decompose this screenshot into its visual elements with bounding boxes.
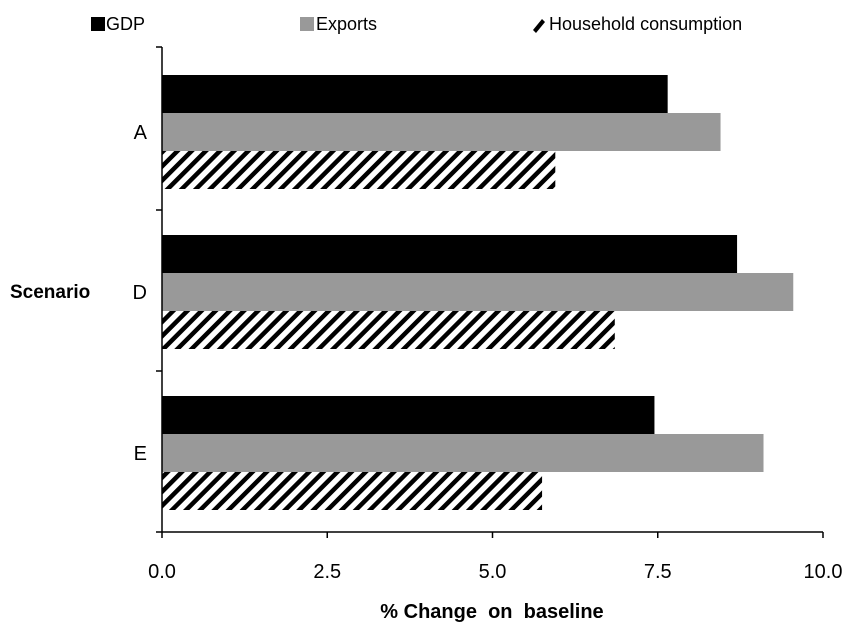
y-category-label-e: E [134,443,147,465]
y-axis-title: Scenario [10,282,90,303]
x-tick-label: 5.0 [479,561,507,583]
bars-group [162,75,794,510]
x-tick-label: 7.5 [644,561,672,583]
x-ticks-group: 0.0 2.5 5.0 7.5 10.0 [148,532,842,583]
legend-label-exports: Exports [316,14,377,34]
legend-label-gdp: GDP [106,14,145,34]
legend-swatch-household-consumption [533,19,545,33]
y-category-label-d: D [133,282,147,304]
bar-a-gdp [162,75,668,113]
bar-a-exports [162,113,721,151]
x-tick-label: 2.5 [313,561,341,583]
bar-e-household-consumption [162,472,543,510]
y-category-label-a: A [134,122,148,144]
x-tick-label: 0.0 [148,561,176,583]
legend-label-household-consumption: Household consumption [549,14,742,34]
bar-a-household-consumption [162,151,556,189]
legend-swatch-gdp [91,17,105,31]
x-axis-title: % Change on baseline [380,601,603,623]
legend: GDP Exports Household consumption [91,14,742,34]
bar-d-household-consumption [162,311,615,349]
bar-e-exports [162,434,764,472]
legend-swatch-exports [300,17,314,31]
bar-d-gdp [162,235,738,273]
bar-e-gdp [162,396,655,434]
bar-d-exports [162,273,794,311]
y-categories-group: A D E [133,46,162,533]
x-tick-label: 10.0 [804,561,843,583]
